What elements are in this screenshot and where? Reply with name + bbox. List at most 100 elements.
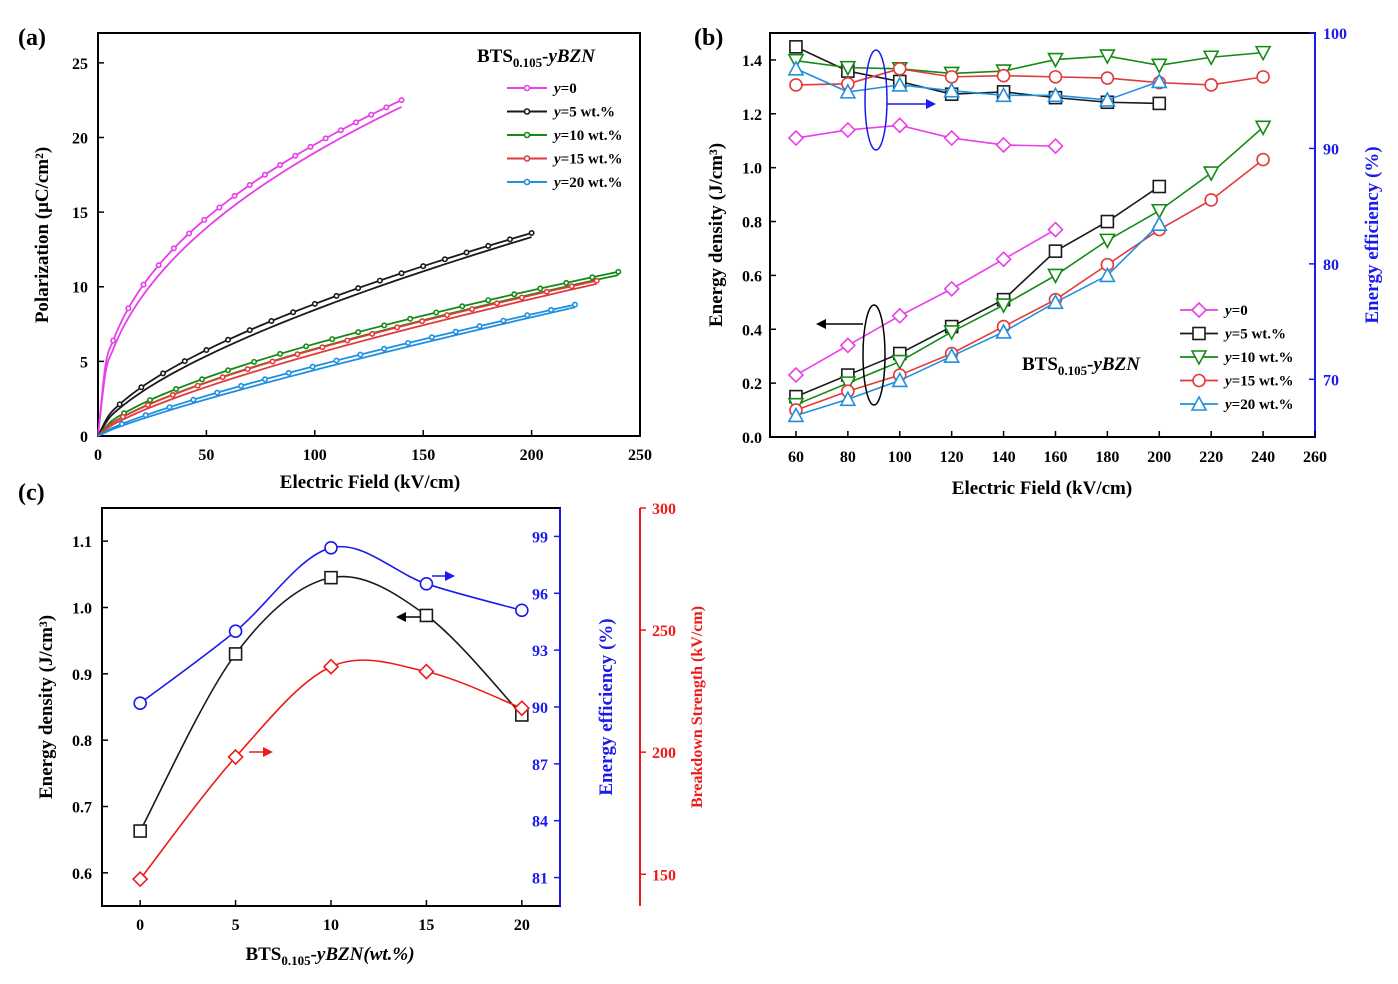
- panel-b-x-label: Electric Field (kV/cm): [952, 478, 1132, 499]
- pe-loop-marker: [251, 358, 258, 365]
- panel-c-y-axis-breakdown: 150 200 250 300: [640, 501, 676, 884]
- x-tick-label: 220: [1199, 449, 1223, 466]
- pe-loop-marker: [357, 351, 364, 358]
- pe-loop-marker: [110, 337, 117, 344]
- density-point: [891, 307, 908, 324]
- c-efficiency-arrow-head: [445, 571, 455, 581]
- efficiency-group-ellipse: [864, 49, 888, 151]
- density-point: [943, 280, 960, 297]
- pe-loop-branch-lower: [97, 236, 532, 437]
- legend-marker: [523, 131, 531, 139]
- panel-a-x-axis: 0 50 100 150 200 250: [94, 430, 652, 464]
- legend-marker: [1190, 350, 1208, 366]
- y-tick-label: 25: [72, 56, 88, 73]
- x-tick-label: 160: [1043, 449, 1067, 466]
- panel-b-y-axis-left: 0.0 0.2 0.4 0.6 0.8 1.0 1.2 1.4: [742, 53, 776, 447]
- efficiency-point: [996, 68, 1011, 83]
- pe-loop-marker: [303, 343, 310, 350]
- efficiency-point: [891, 117, 908, 134]
- pe-loop-marker: [311, 300, 318, 307]
- pe-loop-marker: [593, 277, 600, 284]
- pe-loop-marker: [511, 291, 518, 298]
- efficiency-point: [1150, 58, 1168, 75]
- pe-loop-marker: [142, 412, 149, 419]
- efficiency-point: [839, 83, 857, 99]
- density-series-line: [795, 228, 1056, 376]
- series-point: [228, 647, 243, 661]
- y-tick-label: 0.6: [72, 866, 92, 883]
- pe-loop-marker: [261, 376, 268, 383]
- density-point: [1152, 179, 1167, 194]
- efficiency-point: [1256, 70, 1270, 84]
- pe-loop-marker: [420, 263, 427, 270]
- x-tick-label: 100: [888, 449, 912, 466]
- legend-marker: [1190, 301, 1208, 319]
- pe-loop-marker: [319, 344, 326, 351]
- x-tick-label: 200: [520, 447, 544, 464]
- pe-loop-marker: [493, 300, 500, 307]
- x-tick-label: 250: [628, 447, 652, 464]
- pe-loop-marker: [333, 292, 340, 299]
- pe-loop-marker: [119, 413, 126, 420]
- efficiency-point: [1204, 78, 1218, 92]
- pe-loop-marker: [463, 249, 470, 256]
- pe-loop-marker: [485, 242, 492, 249]
- pe-loop-marker: [147, 397, 154, 404]
- pe-loop-marker: [238, 382, 245, 389]
- y-tick-label: 1.4: [742, 53, 762, 70]
- pe-loop-marker: [268, 317, 275, 324]
- pe-loop-marker: [452, 328, 459, 335]
- x-tick-label: 140: [992, 449, 1016, 466]
- density-point: [1150, 203, 1168, 220]
- pe-loop-marker: [355, 329, 362, 336]
- y-tick-label: 1.0: [742, 161, 762, 178]
- x-tick-label: 5: [232, 917, 240, 934]
- pe-loop-marker: [219, 374, 226, 381]
- pe-loop-marker: [459, 303, 466, 310]
- y-right-tick-label: 90: [1323, 141, 1339, 158]
- efficiency-point: [789, 78, 803, 92]
- pe-loop-marker: [214, 389, 221, 396]
- density-point: [995, 323, 1012, 339]
- density-point: [1099, 233, 1116, 250]
- pe-loop-marker: [571, 301, 578, 308]
- density-point: [1047, 268, 1064, 285]
- pe-loop-marker: [181, 358, 188, 365]
- legend-label: y=0: [552, 81, 577, 97]
- x-tick-label: 240: [1251, 449, 1275, 466]
- pe-loop-marker: [407, 315, 414, 322]
- panel-a-curves: [97, 97, 622, 437]
- pe-loop-marker: [589, 274, 596, 281]
- panel-c-breakdown-label: Breakdown Strength (kV/cm): [689, 606, 706, 808]
- panel-c-x-axis: 0 5 10 15 20: [136, 900, 530, 934]
- panel-c-series: [132, 540, 530, 888]
- efficiency-point: [1048, 70, 1063, 84]
- x-tick-label: 260: [1303, 449, 1327, 466]
- breakdown-tick-label: 150: [652, 867, 676, 884]
- x-tick-label: 0: [94, 447, 102, 464]
- density-point: [839, 337, 856, 354]
- pe-loop-marker: [216, 204, 223, 211]
- pe-loop-marker: [277, 162, 284, 169]
- pe-loop-marker: [352, 119, 359, 126]
- y-tick-label: 0: [80, 429, 88, 446]
- x-tick-label: 60: [788, 449, 804, 466]
- density-point: [787, 406, 805, 423]
- pe-loop-marker: [337, 127, 344, 134]
- pe-loop-marker: [333, 357, 340, 364]
- series-point: [515, 603, 529, 618]
- panel-a: (a) 0 50 100 150 200 250 0 5 10 15 20 25 Electric …: [18, 25, 652, 493]
- density-point: [1048, 244, 1063, 258]
- pe-loop-marker: [244, 366, 251, 373]
- series-point: [418, 663, 435, 680]
- panel-c-label: (c): [18, 480, 45, 506]
- panel-b-x-axis: 60 80 100 120 140 160 180 200 220 240 260: [788, 431, 1327, 466]
- efficiency-point: [1152, 96, 1167, 111]
- pe-loop-branch-lower: [97, 306, 576, 437]
- pe-loop-marker: [355, 285, 362, 292]
- pe-loop-marker: [190, 396, 197, 403]
- pe-loop-marker: [203, 347, 210, 354]
- efficiency-point: [839, 60, 857, 77]
- pe-loop-marker: [506, 236, 513, 243]
